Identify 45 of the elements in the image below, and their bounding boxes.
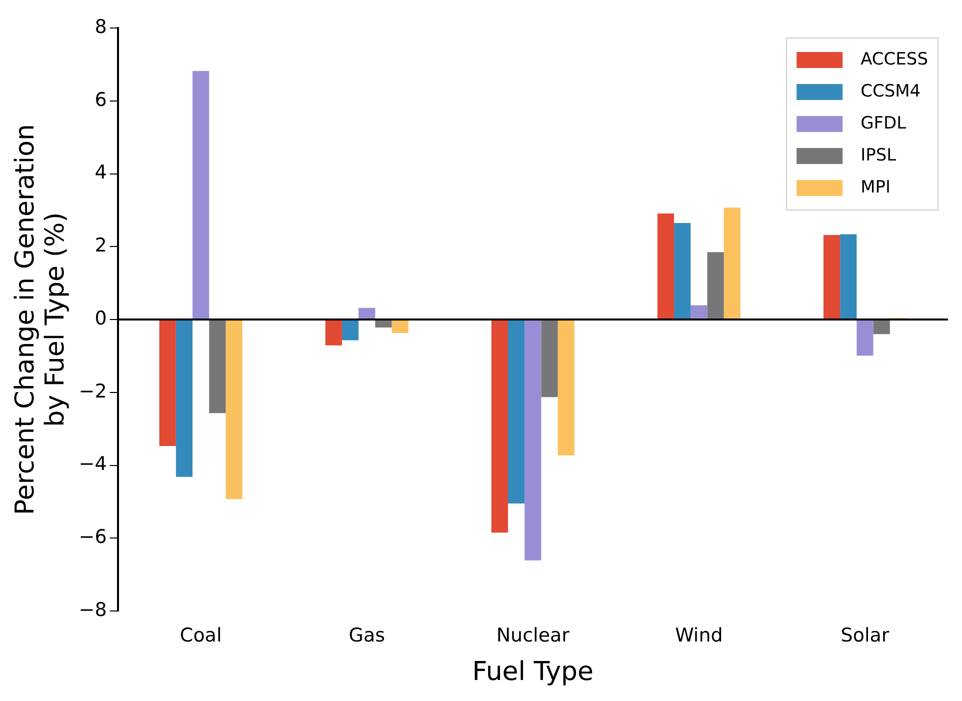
bar — [358, 308, 376, 319]
legend-label: ACCESS — [860, 49, 928, 70]
x-axis-title: Fuel Type — [472, 657, 594, 688]
bar — [192, 70, 210, 319]
bar — [176, 320, 193, 477]
bar — [325, 320, 342, 346]
y-tick-label: 2 — [94, 234, 107, 257]
bar — [226, 320, 242, 500]
legend-label: IPSL — [860, 145, 897, 166]
bar — [707, 252, 724, 319]
bar — [209, 320, 226, 414]
bar — [508, 320, 525, 504]
y-tick-label: −2 — [78, 380, 107, 402]
y-tick-label: 4 — [94, 162, 107, 184]
y-tick-label: −6 — [78, 526, 107, 548]
x-tick-label: Coal — [180, 624, 222, 646]
y-tick-label: −8 — [78, 598, 107, 621]
bar — [541, 320, 558, 398]
bar — [491, 320, 508, 533]
y-tick-label: 6 — [94, 88, 107, 111]
bar — [342, 320, 359, 340]
bar — [823, 234, 840, 319]
bar — [375, 320, 392, 328]
legend-label: GFDL — [860, 113, 907, 134]
bar — [873, 320, 890, 334]
bar — [524, 320, 542, 560]
x-tick-label: Wind — [675, 624, 723, 646]
bar — [392, 320, 408, 333]
y-axis-title: Percent Change in Generation by Fuel Type (%) — [10, 124, 71, 515]
bar — [674, 222, 691, 319]
legend-label: CCSM4 — [860, 81, 921, 102]
x-tick-label: Solar — [840, 624, 890, 646]
y-tick-label: 0 — [94, 307, 107, 330]
bar — [558, 320, 574, 456]
x-tick-label: Nuclear — [496, 624, 570, 646]
legend-label: MPI — [860, 177, 891, 198]
y-tick-label: −4 — [78, 453, 107, 476]
x-tick-label: Gas — [348, 624, 385, 646]
bar — [840, 234, 857, 319]
bar — [690, 305, 708, 319]
bar — [159, 320, 176, 446]
bar — [657, 213, 674, 319]
bar — [856, 320, 874, 356]
bar — [724, 208, 740, 319]
y-tick-label: 8 — [94, 16, 107, 38]
